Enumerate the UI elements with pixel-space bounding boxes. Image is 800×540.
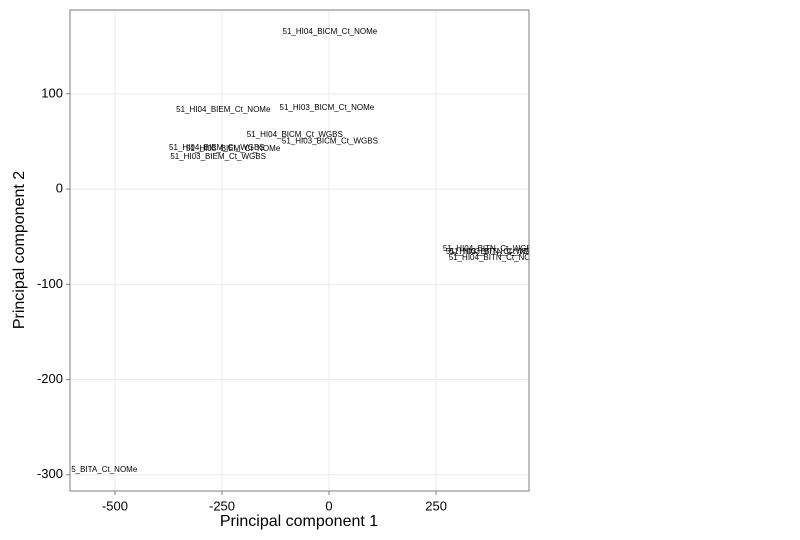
- x-tick-label: 0: [325, 498, 332, 513]
- y-tick-label: -100: [37, 276, 63, 291]
- x-tick-label: -500: [102, 498, 128, 513]
- y-tick-label: 0: [56, 181, 63, 196]
- x-tick-label: 250: [425, 498, 447, 513]
- point-label: 51_HI03_BICM_Ct_WGBS: [282, 137, 378, 146]
- y-axis-title: Principal component 2: [11, 171, 28, 329]
- plot-background: [70, 10, 529, 491]
- x-tick-label: -250: [209, 498, 235, 513]
- y-tick-label: -300: [37, 466, 63, 481]
- x-axis-title: Principal component 1: [220, 513, 378, 530]
- y-tick-label: -200: [37, 371, 63, 386]
- point-label: 51_HI04_BICM_Ct_NOMe: [283, 27, 378, 36]
- y-tick-label: 100: [41, 85, 63, 100]
- point-label: 5_BITA_Ct_NOMe: [71, 465, 138, 474]
- point-label: 51_HI03_BIEM_Ct_WGBS: [170, 152, 266, 161]
- plot-border: [69, 9, 530, 492]
- point-label: 51_HI03_BITN_Ct_NOMe: [450, 247, 543, 256]
- point-label: 51_HI04_BITN_Ct_WGBS: [443, 244, 537, 253]
- point-label: 51_HI04_BIEM_Ct_NOMe: [176, 105, 271, 114]
- point-label: 51_HI03_BITN_Ct_WGBS: [446, 247, 540, 256]
- point-label: 51_HI03_BIEM_Ct_NOMe: [186, 144, 281, 153]
- point-label: 51_HI04_BICM_Ct_WGBS: [247, 130, 343, 139]
- point-label: 51_HI03_BICM_Ct_NOMe: [280, 103, 375, 112]
- point-label: 51_HI04_BIEM_Ct_WGBS: [169, 143, 265, 152]
- point-label: 51_HI04_BITN_Ct_NOMe: [449, 253, 542, 262]
